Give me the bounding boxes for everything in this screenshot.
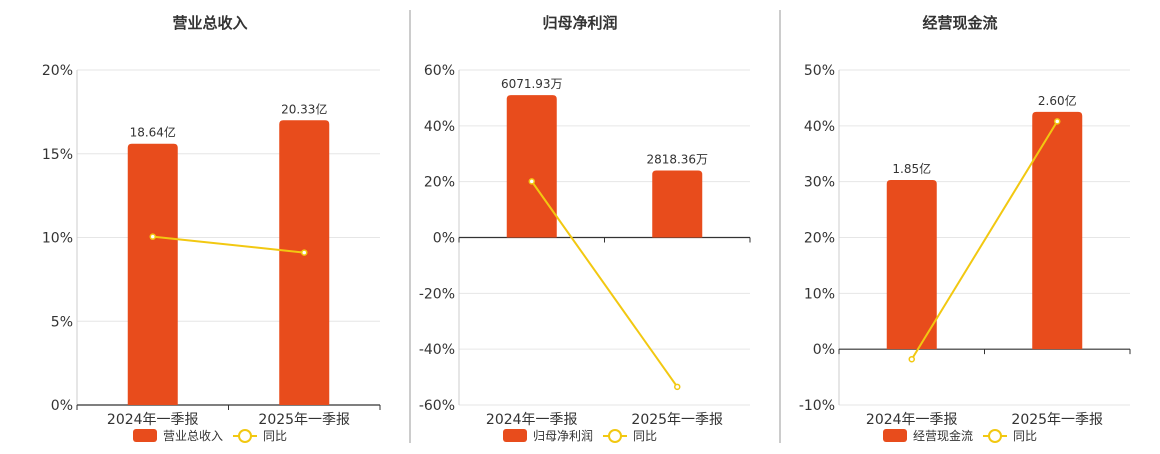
chart-panel-1: 营业总收入 0% 5% 10% 15% 20% 2024年一季报 18.64亿 2025年一季报… [42,14,381,443]
yoy-point [1054,118,1061,125]
bar [506,95,557,238]
legend-bar-label: 归母净利润 [533,429,593,443]
y-tick-label: 20% [804,231,835,247]
bar-value-label: 2.60亿 [1038,93,1077,108]
chart-panel-3: 经营现金流 -10% 0% 10% 20% 30% 40% 50% 2024年一季报 1.85亿 2… [779,10,1131,443]
chart-title: 经营现金流 [922,14,997,32]
y-tick-label: -40% [419,342,455,358]
x-tick-label: 2025年一季报 [631,412,723,428]
bar-value-label: 2818.36万 [646,153,708,167]
yoy-point [149,233,156,240]
y-tick-label: -10% [799,398,835,414]
chart-title: 营业总收入 [172,14,247,32]
legend-line-marker [988,429,1002,443]
x-tick-label: 2025年一季报 [1011,412,1103,428]
y-tick-label: 15% [42,147,73,163]
x-tick-label: 2024年一季报 [486,412,578,428]
bar-value-label: 6071.93万 [501,77,563,91]
legend-line-label: 同比 [263,429,287,443]
legend-line-marker [238,429,252,443]
y-tick-label: 0% [51,398,73,414]
yoy-line [152,235,305,254]
bar [1032,111,1083,350]
y-tick-label: 10% [804,286,835,302]
yoy-point [301,249,308,256]
legend-line-label: 同比 [1013,429,1037,443]
x-tick-label: 2024年一季报 [866,412,958,428]
bar [279,120,330,405]
bar-value-label: 18.64亿 [130,125,176,140]
legend-bar-swatch [133,429,157,442]
y-tick-label: 20% [42,63,73,79]
yoy-line [910,120,1059,360]
y-tick-label: 5% [51,314,73,330]
bar [127,143,178,405]
y-tick-label: 50% [804,63,835,79]
yoy-point [528,178,535,185]
yoy-line [530,180,679,388]
bar [652,170,703,238]
y-tick-label: 10% [42,231,73,247]
y-tick-label: 40% [424,119,455,135]
yoy-point [674,383,681,391]
bar-value-label: 1.85亿 [892,161,931,176]
legend-bar-swatch [883,429,907,442]
chart-title: 归母净利润 [542,14,617,32]
chart-panel-2: 归母净利润 -60% -40% -20% 0% 20% 40% 60% 2024年一季报 6071… [409,10,751,443]
y-tick-label: 0% [813,342,835,358]
bar-value-label: 20.33亿 [281,101,327,116]
legend-bar-label: 经营现金流 [913,428,973,443]
legend-line-marker [608,429,622,443]
y-tick-label: -60% [419,398,455,414]
x-tick-label: 2025年一季报 [258,412,350,428]
bar [886,179,937,350]
yoy-point [908,355,915,363]
y-tick-label: 60% [424,63,455,79]
legend-bar-swatch [503,429,527,442]
y-tick-label: -20% [419,286,455,302]
y-tick-label: 0% [433,231,455,247]
x-tick-label: 2024年一季报 [107,412,199,428]
legend-bar-label: 营业总收入 [163,429,223,443]
legend-line-label: 同比 [633,429,657,443]
y-tick-label: 30% [804,175,835,191]
y-tick-label: 40% [804,119,835,135]
y-tick-label: 20% [424,175,455,191]
